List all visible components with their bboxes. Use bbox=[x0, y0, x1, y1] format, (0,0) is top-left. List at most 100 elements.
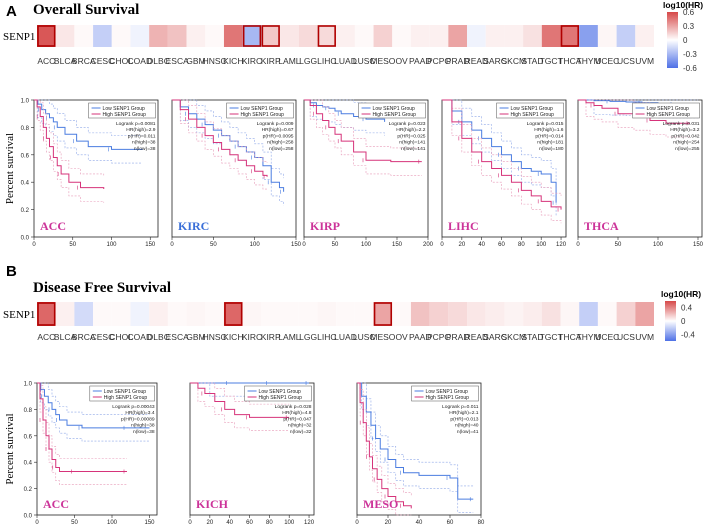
stat-line: Logrank p=0.011 bbox=[442, 404, 479, 410]
heatmap-label-esca: ESCA bbox=[166, 332, 189, 342]
heatmap-cell-thym bbox=[579, 302, 598, 326]
low-group-ci-lower bbox=[578, 99, 698, 119]
legend-label: Low SENP1 Group bbox=[103, 106, 145, 112]
x-tick-label: 100 bbox=[536, 242, 547, 248]
heatmap-label-gbm: GBM bbox=[186, 56, 205, 66]
high-group-ci-upper bbox=[357, 382, 412, 496]
heatmap-cell-laml bbox=[280, 302, 299, 326]
heatmap-cell-thca bbox=[560, 302, 580, 326]
heatmap-label-lgg: LGG bbox=[299, 332, 317, 342]
gene-label: SENP1 bbox=[3, 309, 35, 321]
stat-line: n(high)=38 bbox=[131, 423, 155, 429]
heatmap-cell-laml bbox=[280, 25, 299, 47]
stat-line: n(high)=181 bbox=[537, 140, 564, 146]
heatmap-label-lusc: LUSC bbox=[353, 56, 376, 66]
heatmap-label-kirc: KIRC bbox=[242, 56, 262, 66]
low-group-ci-upper bbox=[357, 382, 474, 487]
stat-line: p(HR)=0.014 bbox=[535, 133, 563, 139]
x-tick-label: 20 bbox=[385, 520, 392, 526]
low-group-ci-lower bbox=[34, 99, 143, 164]
heatmap-cell-lihc bbox=[317, 302, 337, 326]
high-group-ci-lower bbox=[190, 382, 290, 431]
x-tick-label: 100 bbox=[653, 242, 664, 248]
legend-label: Low SENP1 Group bbox=[426, 389, 468, 395]
y-axis-label: Percent survival bbox=[4, 133, 16, 204]
y-tick-label: 0.0 bbox=[24, 514, 33, 520]
y-tick-label: 0.6 bbox=[21, 153, 30, 159]
heatmap-label-cesc: CESC bbox=[91, 332, 115, 342]
x-tick-label: 40 bbox=[226, 520, 233, 526]
km-plot-acc: 0.0 0.2 0.4 0.6 0.8 1.0 0 50 100 150 Low SENP1 Gro… bbox=[24, 382, 158, 526]
gene-label: SENP1 bbox=[3, 31, 35, 43]
high-group-ci-upper bbox=[37, 382, 127, 459]
heatmap-cell-kich bbox=[223, 25, 243, 47]
high-group-ci-lower bbox=[34, 99, 105, 203]
cancer-label: MESO bbox=[363, 497, 398, 511]
heatmap-label-meso: MESO bbox=[370, 332, 395, 342]
legend-label: High SENP1 Group bbox=[511, 112, 555, 118]
legend-box bbox=[358, 102, 426, 119]
low-group-ci-upper bbox=[34, 99, 143, 136]
cancer-label: ACC bbox=[40, 219, 66, 233]
heatmap-label-paad: PAAD bbox=[409, 56, 432, 66]
legend-box bbox=[244, 385, 312, 402]
heatmap-cell-tgct bbox=[541, 302, 561, 326]
stat-line: n(low)=255 bbox=[675, 146, 700, 152]
heatmap: ACCBLCABRCACESCCHOLCOADDLBCESCAGBMHNSCKI… bbox=[37, 302, 654, 342]
low-group-ci-lower bbox=[304, 99, 385, 136]
heatmap-label-prad: PRAD bbox=[446, 332, 470, 342]
heatmap-cell-ucec bbox=[597, 25, 617, 47]
heatmap-cell-coad bbox=[130, 25, 150, 47]
legend-label: High SENP1 Group bbox=[647, 112, 691, 118]
x-tick-label: 100 bbox=[106, 242, 117, 248]
colorbar-tick: 0.6 bbox=[683, 8, 695, 17]
heatmap-cell-esca bbox=[167, 25, 187, 47]
x-tick-label: 0 bbox=[302, 242, 306, 248]
x-tick-label: 80 bbox=[478, 520, 485, 526]
significant-outline-lihc bbox=[317, 25, 336, 47]
significant-outline-kich bbox=[224, 302, 243, 326]
stat-line: p(HR)=0.025 bbox=[397, 133, 425, 139]
heatmap-cell-meso bbox=[373, 302, 393, 326]
heatmap-cell-uvm bbox=[635, 25, 654, 47]
significant-outline-meso bbox=[373, 302, 393, 326]
legend-label: Low SENP1 Group bbox=[104, 389, 146, 395]
heatmap-cell-stad bbox=[523, 25, 542, 47]
heatmap-cell-sarc bbox=[485, 25, 505, 47]
x-tick-label: 200 bbox=[423, 242, 434, 248]
km-plot-acc: 0.0 0.2 0.4 0.6 0.8 1.0 0 50 100 150 Low SENP1 Gro… bbox=[21, 99, 159, 248]
stat-line: Logrank p=0.015 bbox=[527, 121, 564, 127]
legend-label: High SENP1 Group bbox=[373, 112, 417, 118]
heatmap-cell-kirc bbox=[242, 25, 262, 47]
low-group-curve bbox=[34, 99, 143, 150]
high-group-ci-upper bbox=[34, 99, 105, 176]
stat-line: p(HR)=0.047 bbox=[283, 416, 311, 422]
heatmap-label-lgg: LGG bbox=[299, 56, 317, 66]
cancer-label: LIHC bbox=[448, 219, 479, 233]
y-tick-label: 0.6 bbox=[24, 434, 33, 440]
colorbar-title: log10(HR) bbox=[663, 0, 703, 10]
y-tick-label: 0.0 bbox=[21, 236, 30, 242]
heatmap-label-luad: LUAD bbox=[334, 332, 357, 342]
y-tick-label: 0.2 bbox=[24, 487, 33, 493]
high-group-curve bbox=[442, 99, 562, 210]
x-tick-label: 80 bbox=[266, 520, 273, 526]
x-tick-label: 40 bbox=[416, 520, 423, 526]
high-group-ci-upper bbox=[190, 382, 290, 405]
stat-line: n(low)=180 bbox=[539, 146, 564, 152]
heatmap-label-sarc: SARC bbox=[483, 332, 507, 342]
x-tick-label: 150 bbox=[693, 242, 704, 248]
heatmap-cell-lihc bbox=[317, 25, 337, 47]
colorbar bbox=[667, 12, 678, 68]
colorbar-tick: 0 bbox=[681, 317, 686, 326]
x-tick-label: 80 bbox=[518, 242, 525, 248]
heatmap-label-brca: BRCA bbox=[72, 332, 96, 342]
stat-line: HR(high)=2.2 bbox=[396, 127, 426, 133]
heatmap-label-lihc: LIHC bbox=[317, 332, 336, 342]
heatmap-cell-acc bbox=[37, 302, 56, 326]
plot-frame bbox=[33, 99, 159, 238]
x-tick-label: 0 bbox=[35, 520, 39, 526]
colorbar-tick: -0.3 bbox=[683, 50, 697, 59]
stat-line: n(low)=32 bbox=[290, 429, 312, 435]
